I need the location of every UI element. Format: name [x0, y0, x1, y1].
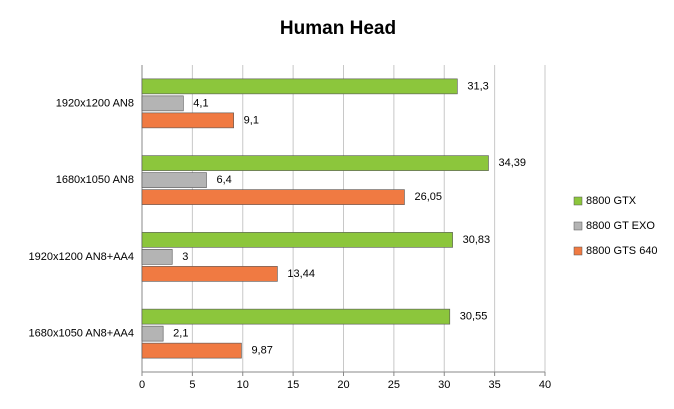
x-tick-label: 0: [139, 379, 145, 391]
value-label: 4,1: [193, 97, 208, 109]
bar: [141, 189, 405, 205]
legend-label: 8800 GTS 640: [586, 245, 658, 257]
x-tick-label: 30: [438, 379, 450, 391]
x-tick-label: 25: [388, 379, 400, 391]
value-label: 30,83: [463, 234, 491, 246]
legend-swatch: [573, 221, 583, 231]
y-tick-label: 1680x1050 AN8: [56, 174, 134, 186]
x-tick-label: 20: [337, 379, 349, 391]
bar: [141, 95, 184, 112]
y-tick-label: 1680x1050 AN8+AA4: [28, 328, 134, 340]
bar: [141, 172, 207, 188]
y-tick-label: 1920x1200 AN8+AA4: [28, 251, 134, 263]
value-label: 9,1: [244, 114, 259, 126]
value-label: 31,3: [467, 80, 488, 92]
bar: [141, 308, 451, 325]
bar: [141, 112, 234, 129]
y-tick-label: 1920x1200 AN8: [56, 97, 134, 109]
value-label: 2,1: [173, 328, 188, 340]
bar: [141, 249, 173, 265]
bar: [141, 232, 453, 248]
legend-swatch: [573, 246, 583, 256]
value-label: 34,39: [498, 157, 526, 169]
x-tick-label: 40: [539, 379, 551, 391]
value-label: 9,87: [251, 345, 272, 357]
value-label: 3: [182, 251, 188, 263]
x-tick-label: 15: [287, 379, 299, 391]
legend-swatch: [573, 196, 583, 206]
bar: [141, 155, 489, 171]
legend-label: 8800 GTX: [586, 195, 637, 207]
value-label: 30,55: [460, 311, 488, 323]
x-tick-label: 35: [489, 379, 501, 391]
value-label: 26,05: [414, 191, 442, 203]
x-tick-label: 10: [237, 379, 249, 391]
bar: [141, 342, 242, 359]
value-label: 6,4: [216, 174, 231, 186]
chart-title: Human Head: [280, 18, 396, 39]
bar: [141, 78, 458, 95]
bar: [141, 266, 278, 282]
value-label: 13,44: [287, 268, 315, 280]
bar: [141, 325, 164, 342]
legend-label: 8800 GT EXO: [586, 220, 655, 232]
x-tick-label: 5: [189, 379, 195, 391]
